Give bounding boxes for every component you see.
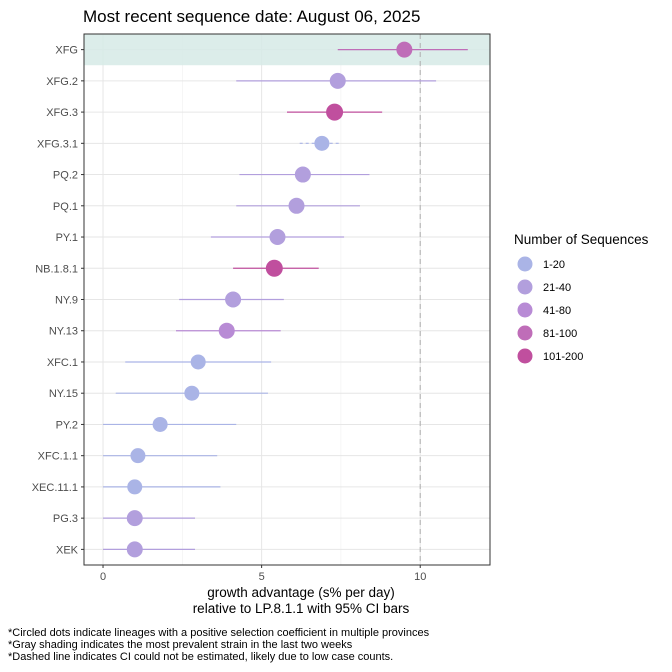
point-xfg (396, 41, 413, 58)
point-xfc-1 (190, 354, 206, 370)
legend-title: Number of Sequences (514, 232, 649, 247)
footnotes: *Circled dots indicate lineages with a p… (8, 627, 430, 663)
legend-key-0 (517, 256, 533, 272)
y-tick-label: PQ.1 (53, 201, 78, 213)
legend-label-1: 21-40 (543, 282, 571, 294)
x-tick-label: 5 (259, 571, 265, 583)
point-xec-11-1 (127, 479, 143, 495)
point-xfg-2 (329, 72, 346, 89)
y-tick-label: NY.9 (55, 295, 78, 307)
x-axis-title-line2: relative to LP.8.1.1 with 95% CI bars (193, 601, 410, 616)
footnote-1: *Circled dots indicate lineages with a p… (8, 627, 430, 639)
point-pq-2 (294, 166, 311, 183)
y-tick-label: PG.3 (53, 513, 78, 525)
y-tick-label: NY.13 (49, 326, 78, 338)
y-tick-label: XFC.1 (47, 357, 78, 369)
legend-key-1 (517, 279, 533, 295)
x-tick-label: 0 (100, 571, 106, 583)
y-tick-label: PQ.2 (53, 170, 78, 182)
x-tick-label: 10 (414, 571, 426, 583)
legend-label-3: 81-100 (543, 328, 577, 340)
y-tick-label: XFG.3.1 (37, 138, 78, 150)
point-ny-13 (218, 322, 235, 339)
point-xfg-3-1 (314, 135, 330, 151)
x-axis-title-line1: growth advantage (s% per day) (207, 585, 395, 600)
point-xfc-1-1 (130, 448, 146, 464)
y-tick-label: XFG.3 (46, 107, 78, 119)
point-xfg-3 (326, 103, 344, 121)
legend-key-2 (517, 302, 533, 318)
point-ny-9 (225, 291, 242, 308)
estimate-points (126, 41, 413, 558)
point-nb-1-8-1 (265, 259, 283, 277)
legend-label-4: 101-200 (543, 351, 583, 363)
y-tick-label: XFG (55, 45, 78, 57)
legend: Number of Sequences 1-20 21-40 41-80 81-100… (514, 232, 649, 364)
point-pq-1 (288, 197, 305, 214)
legend-label-2: 41-80 (543, 305, 571, 317)
y-tick-label: PY.2 (56, 419, 78, 431)
x-axis-ticks: 0 5 10 (100, 565, 426, 583)
y-tick-label: NB.1.8.1 (35, 263, 78, 275)
legend-label-0: 1-20 (543, 259, 565, 271)
y-axis-ticks: XFG XFG.2 XFG.3 XFG.3.1 PQ.2 PQ.1 PY.1 NB.1.8.1… (32, 45, 84, 556)
point-py-2 (152, 416, 168, 432)
point-py-1 (269, 229, 286, 246)
footnote-2: *Gray shading indicates the most prevale… (8, 639, 353, 651)
point-xek (126, 541, 143, 558)
y-tick-label: XEC.11.1 (32, 482, 78, 494)
point-pg-3 (126, 510, 143, 527)
y-tick-label: NY.15 (49, 388, 78, 400)
y-tick-label: XFG.2 (46, 76, 78, 88)
y-tick-label: XFC.1.1 (38, 451, 78, 463)
y-tick-label: PY.1 (56, 232, 78, 244)
y-tick-label: XEK (56, 544, 79, 556)
legend-key-3 (517, 325, 533, 341)
point-ny-15 (184, 385, 200, 401)
chart-title: Most recent sequence date: August 06, 20… (83, 7, 420, 26)
footnote-3: *Dashed line indicates CI could not be e… (8, 651, 393, 663)
legend-key-4 (517, 348, 533, 364)
